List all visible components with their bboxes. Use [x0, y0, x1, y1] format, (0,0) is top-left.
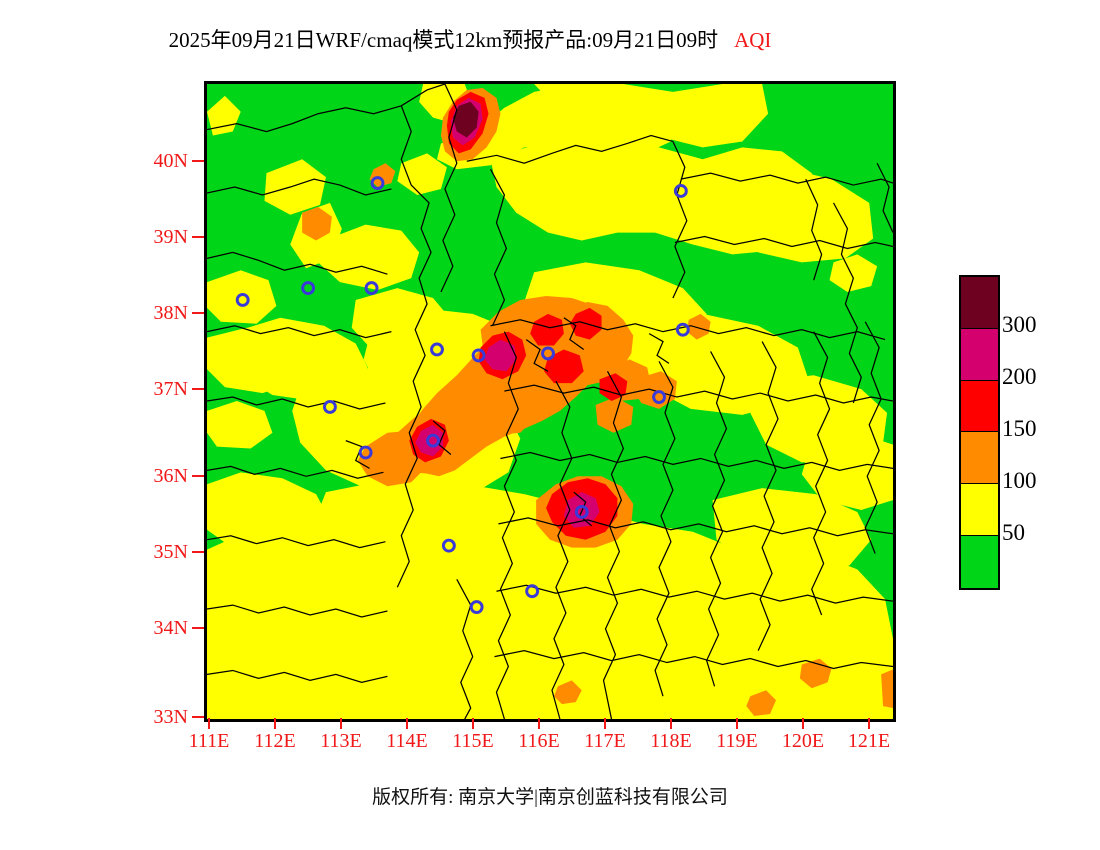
lon-tick-label-119E: 119E	[716, 730, 758, 752]
colorbar-band-moderately-polluted	[961, 380, 998, 433]
lat-tick-label-34N: 34N	[153, 617, 188, 639]
lon-tick-label-118E: 118E	[650, 730, 692, 752]
aqi-colorbar[interactable]	[959, 275, 1000, 590]
colorbar-tick-label-100: 100	[1002, 468, 1037, 493]
lon-tick-label-113E: 113E	[320, 730, 362, 752]
lat-tick-label-38N: 38N	[153, 302, 188, 324]
lat-tick-label-40N: 40N	[153, 150, 188, 172]
lon-tick-label-112E: 112E	[254, 730, 296, 752]
map-plot-area[interactable]	[204, 81, 896, 722]
lat-tick-mark	[192, 236, 204, 238]
colorbar-band-severely-polluted	[961, 277, 998, 329]
station-marker-group	[235, 176, 690, 614]
lat-tick-mark	[192, 312, 204, 314]
lon-tick-label-114E: 114E	[386, 730, 428, 752]
lon-tick-label-120E: 120E	[781, 730, 825, 752]
aqi-contour-map	[207, 84, 893, 719]
lon-tick-label-115E: 115E	[452, 730, 494, 752]
chart-title: 2025年09月21日WRF/cmaq模式12km预报产品:09月21日09时 A…	[0, 24, 940, 54]
colorbar-band-lightly-polluted	[961, 432, 998, 485]
copyright-footer: 版权所有: 南京大学|南京创蓝科技有限公司	[372, 787, 728, 808]
admin-boundary-lines	[207, 84, 893, 719]
level-band-severely-polluted	[452, 101, 479, 138]
lon-tick-label-111E: 111E	[188, 730, 230, 752]
lat-tick-label-37N: 37N	[153, 378, 188, 400]
lon-tick-label-121E: 121E	[847, 730, 891, 752]
lat-tick-mark	[192, 160, 204, 162]
chart-title-main: 2025年09月21日WRF/cmaq模式12km预报产品:09月21日09时	[168, 28, 719, 52]
lat-tick-mark	[192, 627, 204, 629]
lat-tick-mark	[192, 388, 204, 390]
colorbar-band-good	[961, 535, 998, 588]
lat-tick-label-39N: 39N	[153, 226, 188, 248]
lat-tick-mark	[192, 475, 204, 477]
colorbar-tick-label-150: 150	[1002, 416, 1037, 441]
lat-tick-mark	[192, 716, 204, 718]
chart-title-variable: AQI	[734, 28, 772, 52]
lat-tick-label-36N: 36N	[153, 465, 188, 487]
colorbar-band-moderate	[961, 484, 998, 536]
colorbar-tick-label-200: 200	[1002, 364, 1037, 389]
colorbar-band-heavily-polluted	[961, 328, 998, 381]
colorbar-tick-label-300: 300	[1002, 312, 1037, 337]
colorbar-tick-label-50: 50	[1002, 520, 1025, 545]
lat-tick-label-33N: 33N	[153, 706, 188, 728]
lon-tick-label-116E: 116E	[518, 730, 560, 752]
lon-tick-label-117E: 117E	[584, 730, 626, 752]
lat-tick-mark	[192, 551, 204, 553]
lat-tick-label-35N: 35N	[153, 541, 188, 563]
